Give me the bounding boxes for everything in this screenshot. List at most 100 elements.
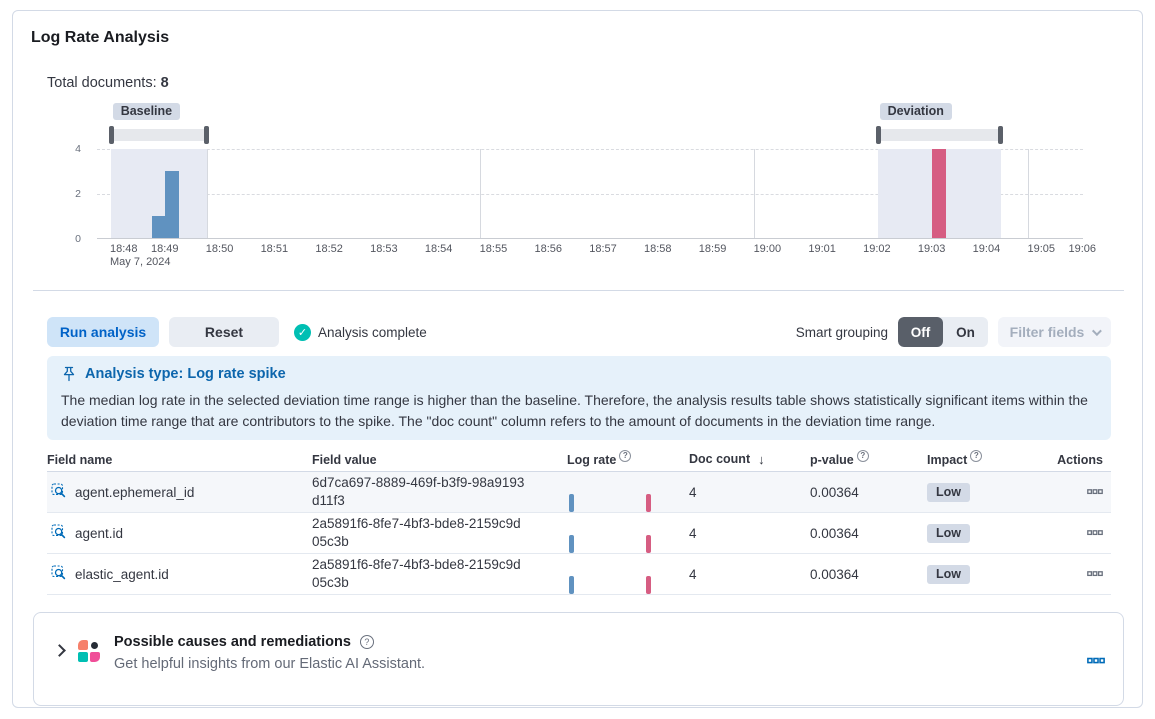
row-actions-icon[interactable] [1087, 525, 1103, 541]
baseline-mini-bar [569, 494, 574, 512]
deviation-brush[interactable] [875, 126, 1003, 144]
section-divider [33, 290, 1124, 291]
histogram-bar [165, 171, 180, 238]
smart-grouping-off-button[interactable]: Off [898, 317, 943, 347]
deviation-brush-left-handle[interactable] [875, 126, 881, 144]
deviation-brush-right-handle[interactable] [997, 126, 1003, 144]
x-axis: 18:48 18:49 18:50 18:51 18:52 18:53 18:54 18:55… [97, 243, 1096, 257]
toolbar: Run analysis Reset ✓ Analysis complete S… [47, 316, 1111, 348]
pin-icon [63, 366, 75, 382]
ai-panel-actions-icon[interactable] [1087, 652, 1105, 670]
ai-assistant-panel: Possible causes and remediations ? Get h… [33, 612, 1124, 706]
row-actions-icon[interactable] [1087, 566, 1103, 582]
y-axis-tick-label: 2 [75, 188, 81, 200]
callout-title: Analysis type: Log rate spike [85, 366, 286, 382]
table-row: agent.id 2a5891f6-8fe7-4bf3-bde8-2159c9d0… [47, 513, 1111, 554]
horizontal-gridline [97, 193, 1083, 195]
info-icon: ? [856, 449, 869, 462]
x-axis-tick-label: 18:49 [151, 243, 179, 255]
col-header-actions: Actions [1057, 452, 1103, 467]
brush-badges: Baseline Deviation [97, 103, 1083, 123]
baseline-brush-left-handle[interactable] [108, 126, 114, 144]
field-name-value: elastic_agent.id [75, 566, 169, 582]
baseline-badge: Baseline [112, 103, 181, 120]
ai-panel-subtitle: Get helpful insights from our Elastic AI… [114, 656, 426, 672]
analysis-status-label: Analysis complete [318, 324, 427, 340]
x-axis-tick-label: 18:56 [534, 243, 562, 255]
impact-badge: Low [927, 482, 970, 502]
info-icon: ? [619, 449, 632, 462]
info-icon: ? [970, 449, 983, 462]
x-axis-tick-label: 19:02 [863, 243, 891, 255]
y-axis-tick-label: 0 [75, 233, 81, 245]
run-analysis-button[interactable]: Run analysis [47, 317, 159, 347]
field-statistics-icon[interactable] [51, 482, 67, 502]
x-axis-tick-label: 18:57 [589, 243, 617, 255]
col-header-doc-count[interactable]: Doc count ↓ [689, 452, 765, 467]
x-axis-tick-label: 19:05 [1027, 243, 1055, 255]
chevron-down-icon [1092, 325, 1103, 336]
x-axis-tick-label: 18:51 [260, 243, 289, 255]
callout-body: The median log rate in the selected devi… [61, 392, 1088, 429]
histogram-bar [932, 149, 947, 238]
deviation-mini-bar [646, 576, 651, 594]
x-axis-tick-label: 18:58 [644, 243, 672, 255]
x-axis-tick-label: 18:52 [315, 243, 343, 255]
x-axis-tick-label: 18:55 [479, 243, 508, 255]
smart-grouping-on-button[interactable]: On [943, 317, 988, 347]
check-icon: ✓ [294, 323, 311, 341]
doc-count-value: 4 [689, 566, 697, 582]
vertical-gridline [754, 149, 756, 238]
baseline-brush-right-handle[interactable] [203, 126, 209, 144]
col-header-field-value[interactable]: Field value [312, 452, 377, 467]
col-header-field-name[interactable]: Field name [47, 452, 113, 467]
col-header-impact[interactable]: Impact? [927, 449, 1043, 467]
x-axis-tick-label: 19:01 [808, 243, 836, 255]
x-axis-tick-label: 19:00 [753, 243, 782, 255]
analysis-status: ✓ Analysis complete [294, 323, 427, 341]
analysis-type-callout: Analysis type: Log rate spike The median… [47, 356, 1111, 440]
y-axis-tick-label: 4 [75, 143, 81, 155]
x-axis-date-label: May 7, 2024 [110, 256, 171, 268]
doc-count-value: 4 [689, 484, 697, 500]
field-statistics-icon[interactable] [51, 564, 67, 584]
doc-count-value: 4 [689, 525, 697, 541]
horizontal-gridline [97, 149, 1083, 150]
smart-grouping-label: Smart grouping [795, 324, 888, 340]
histogram-bar [151, 215, 166, 238]
smart-grouping-toggle: Off On [898, 317, 988, 347]
col-header-log-rate[interactable]: Log rate? [567, 449, 689, 467]
x-axis-tick-label: 19:03 [917, 243, 946, 255]
p-value: 0.00364 [810, 566, 859, 582]
filter-fields-button[interactable]: Filter fields [998, 317, 1111, 347]
log-rate-analysis-panel: Log Rate Analysis Total documents: 8 Bas… [12, 10, 1143, 708]
field-value: 2a5891f6-8fe7-4bf3-bde8-2159c9d05c3b [312, 557, 521, 590]
table-row: elastic_agent.id 2a5891f6-8fe7-4bf3-bde8-… [47, 554, 1111, 595]
baseline-mini-bar [569, 576, 574, 594]
deviation-mini-bar [646, 535, 651, 553]
vertical-gridline [480, 149, 482, 238]
sort-descending-icon: ↓ [758, 452, 765, 467]
vertical-gridline [1028, 149, 1030, 238]
help-icon[interactable]: ? [359, 635, 374, 649]
elastic-ai-assistant-icon [78, 640, 100, 662]
baseline-brush[interactable] [108, 126, 209, 144]
impact-badge: Low [927, 523, 970, 543]
ai-panel-title[interactable]: Possible causes and remediations [114, 634, 351, 650]
x-axis-tick-label: 18:54 [424, 243, 453, 255]
field-name-value: agent.id [75, 525, 124, 541]
impact-badge: Low [927, 564, 970, 584]
baseline-mini-bar [569, 535, 574, 553]
y-axis: 0 2 4 [47, 143, 87, 245]
reset-button[interactable]: Reset [169, 317, 279, 347]
field-statistics-icon[interactable] [51, 523, 67, 543]
chevron-right-icon[interactable] [53, 644, 66, 657]
row-actions-icon[interactable] [1087, 484, 1103, 500]
page-title: Log Rate Analysis [31, 29, 170, 46]
results-table: Field name Field value Log rate? Doc cou… [47, 448, 1111, 595]
x-axis-tick-label: 18:53 [370, 243, 398, 255]
field-name-value: agent.ephemeral_id [75, 484, 195, 500]
table-body: agent.ephemeral_id 6d7ca697-8889-469f-b3f… [47, 472, 1111, 595]
x-axis-tick-label: 18:50 [205, 243, 234, 255]
col-header-p-value[interactable]: p-value? [810, 449, 927, 467]
